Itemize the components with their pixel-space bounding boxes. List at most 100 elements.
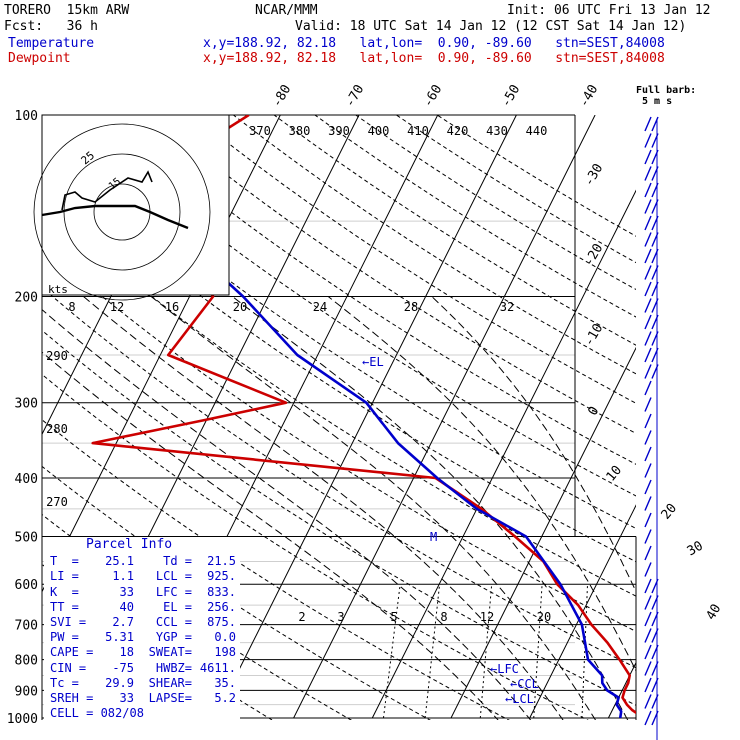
- full-barb-label: Full barb:: [636, 85, 696, 96]
- dry-adiabat: [42, 465, 431, 720]
- wind-barb-flag: [651, 182, 659, 198]
- parcel-row: SVI = 2.7 CCL = 875.: [44, 615, 240, 630]
- wind-barb-flag: [651, 314, 659, 330]
- dry-adiabat: [396, 115, 636, 264]
- wind-barb-flag: [644, 562, 652, 577]
- wind-barb: [644, 331, 659, 346]
- wind-barb-flag: [644, 232, 652, 247]
- theta-label: 290: [46, 349, 68, 363]
- parcel-cell-1: -75: [112, 660, 134, 675]
- wind-barb-flag: [644, 479, 652, 495]
- pressure-label: 200: [15, 291, 38, 306]
- parcel-cell-0: T =: [50, 554, 79, 569]
- wind-barb: [644, 215, 659, 231]
- dry-adiabat: [42, 125, 636, 530]
- wind-barb-flag: [644, 496, 652, 511]
- wind-barb-flag: [651, 611, 659, 627]
- wind-barb-flag: [651, 677, 659, 693]
- mixing-ratio-label: 8: [440, 610, 447, 624]
- wind-barb: [644, 595, 659, 610]
- parcel-cell-0: LI =: [50, 569, 79, 584]
- wind-barb-flag: [644, 265, 652, 280]
- pressure-label: 400: [15, 472, 38, 487]
- pressure-label: 700: [15, 619, 38, 634]
- hodograph-units: kts: [48, 283, 68, 296]
- wind-barb-flag: [651, 628, 659, 643]
- wind-barb-flag: [651, 644, 659, 660]
- theta-label: 400: [368, 124, 390, 138]
- wind-barb-flag: [651, 595, 659, 610]
- isotherm-label: -80: [270, 82, 295, 110]
- isotherm-line: [42, 115, 281, 593]
- parcel-cell-0: SREH =: [50, 691, 94, 706]
- wind-barb-flag: [644, 430, 652, 445]
- wind-barb: [644, 611, 659, 627]
- isotherm-label: -70: [343, 82, 368, 110]
- wind-barb: [644, 413, 652, 429]
- wind-barb-flag: [644, 463, 652, 478]
- parcel-info-panel: Parcel Info T = 25.1 Td = 21.5 LI = 1.1 LCL = 9…: [44, 537, 240, 723]
- parcel-cell-1: 5.31: [105, 630, 134, 645]
- wind-barb-flag: [644, 512, 652, 528]
- moist-adiabat-label: 12: [110, 300, 124, 314]
- wind-barb: [644, 265, 659, 280]
- moist-adiabat-label: 32: [500, 300, 514, 314]
- parcel-cell-1: 2.7: [112, 615, 134, 630]
- parcel-row: T = 25.1 Td = 21.5: [44, 554, 240, 569]
- parcel-cell-3: 35.: [214, 675, 236, 690]
- parcel-cell-2: SWEAT=: [148, 645, 192, 660]
- wind-barb-flag: [644, 116, 652, 132]
- wind-barb-flag: [651, 199, 659, 214]
- wind-barb: [644, 694, 659, 709]
- el-annotation: ←EL: [362, 355, 384, 369]
- wind-barb-flag: [651, 347, 659, 363]
- wind-barb-flag: [644, 182, 652, 198]
- wind-barb-flag: [651, 248, 659, 264]
- wind-barb-flag: [651, 661, 659, 676]
- mixing-ratio-label: 12: [480, 610, 494, 624]
- wind-barb-flag: [644, 248, 652, 264]
- parcel-cell-0: SVI =: [50, 615, 87, 630]
- pressure-label: 900: [15, 684, 38, 699]
- pressure-label: 300: [15, 397, 38, 412]
- parcel-row: TT = 40 EL = 256.: [44, 600, 240, 615]
- wind-barb-flag: [644, 677, 652, 693]
- parcel-cell-3: 256.: [207, 599, 236, 614]
- wind-barb-flag: [651, 281, 659, 297]
- dry-adiabat: [42, 419, 510, 720]
- pressure-label: 100: [15, 109, 38, 124]
- parcel-cell-2: LCL =: [155, 569, 192, 584]
- lcl-annotation: ←LCL: [505, 692, 534, 706]
- isotherm-label: -30: [582, 161, 607, 189]
- mixing-ratio-line: [479, 584, 493, 719]
- wind-barb-flag: [644, 710, 652, 726]
- ccl-annotation: ←CCL: [510, 677, 539, 691]
- valid-time: Valid: 18 UTC Sat 14 Jan 12 (12 CST Sat …: [295, 19, 687, 34]
- isotherm-line: [214, 115, 517, 719]
- wind-barb: [644, 199, 659, 214]
- wind-barb: [644, 562, 652, 577]
- theta-label: 370: [249, 124, 271, 138]
- wind-barb: [644, 133, 659, 148]
- pressure-label: 600: [15, 578, 38, 593]
- theta-label: 390: [328, 124, 350, 138]
- parcel-cell-3: 833.: [207, 584, 236, 599]
- parcel-cell-2: CCL =: [155, 615, 192, 630]
- temperature-profile: [91, 115, 636, 715]
- pressure-label: 500: [15, 530, 38, 545]
- dry-adiabat: [273, 115, 636, 346]
- mixing-ratio-label: 2: [298, 610, 305, 624]
- wind-barb-flag: [644, 133, 652, 148]
- wind-barb-flag: [651, 215, 659, 231]
- mixing-ratio-line: [382, 584, 401, 719]
- parcel-cell-3: 21.5: [207, 554, 236, 569]
- m-annotation: M: [430, 530, 437, 544]
- parcel-row: SREH = 33 LAPSE= 5.2: [44, 691, 240, 706]
- wind-barb: [644, 661, 659, 676]
- wind-barb-flag: [651, 578, 659, 594]
- wind-barb-flag: [644, 397, 652, 412]
- theta-label: 410: [407, 124, 429, 138]
- parcel-cell-0: K =: [50, 584, 79, 599]
- theta-label: 440: [526, 124, 548, 138]
